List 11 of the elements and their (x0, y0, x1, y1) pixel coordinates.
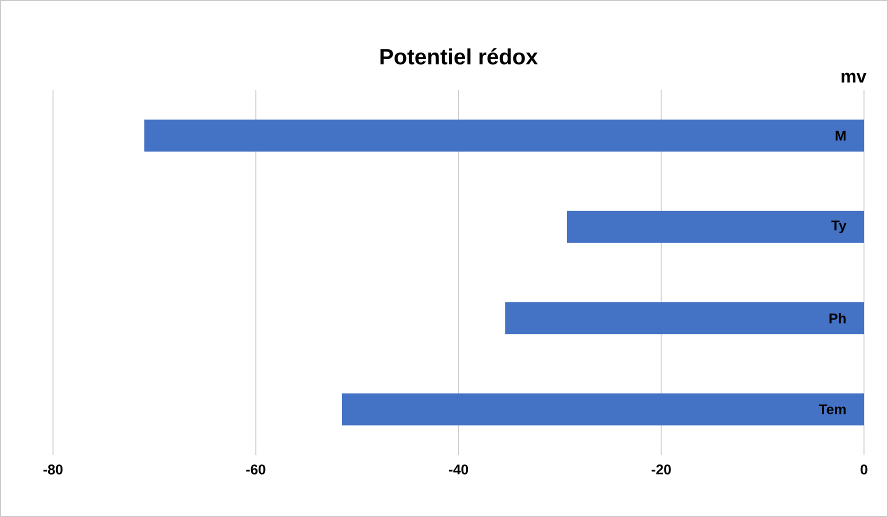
x-tick-label: -20 (652, 464, 671, 474)
chart-title: Potentiel rédox (380, 48, 538, 65)
x-tick-label: -80 (43, 464, 63, 474)
x-tick-label: -60 (246, 464, 266, 474)
y-tick-label: Ph (830, 313, 846, 324)
y-tick-label: Tem (818, 404, 846, 414)
y-tick-label: M (836, 130, 846, 140)
x-axis-title: mv (842, 72, 866, 82)
x-tick-label: -40 (448, 464, 468, 474)
y-tick-label: Ty (831, 220, 846, 234)
x-tick-label: 0 (860, 464, 868, 474)
